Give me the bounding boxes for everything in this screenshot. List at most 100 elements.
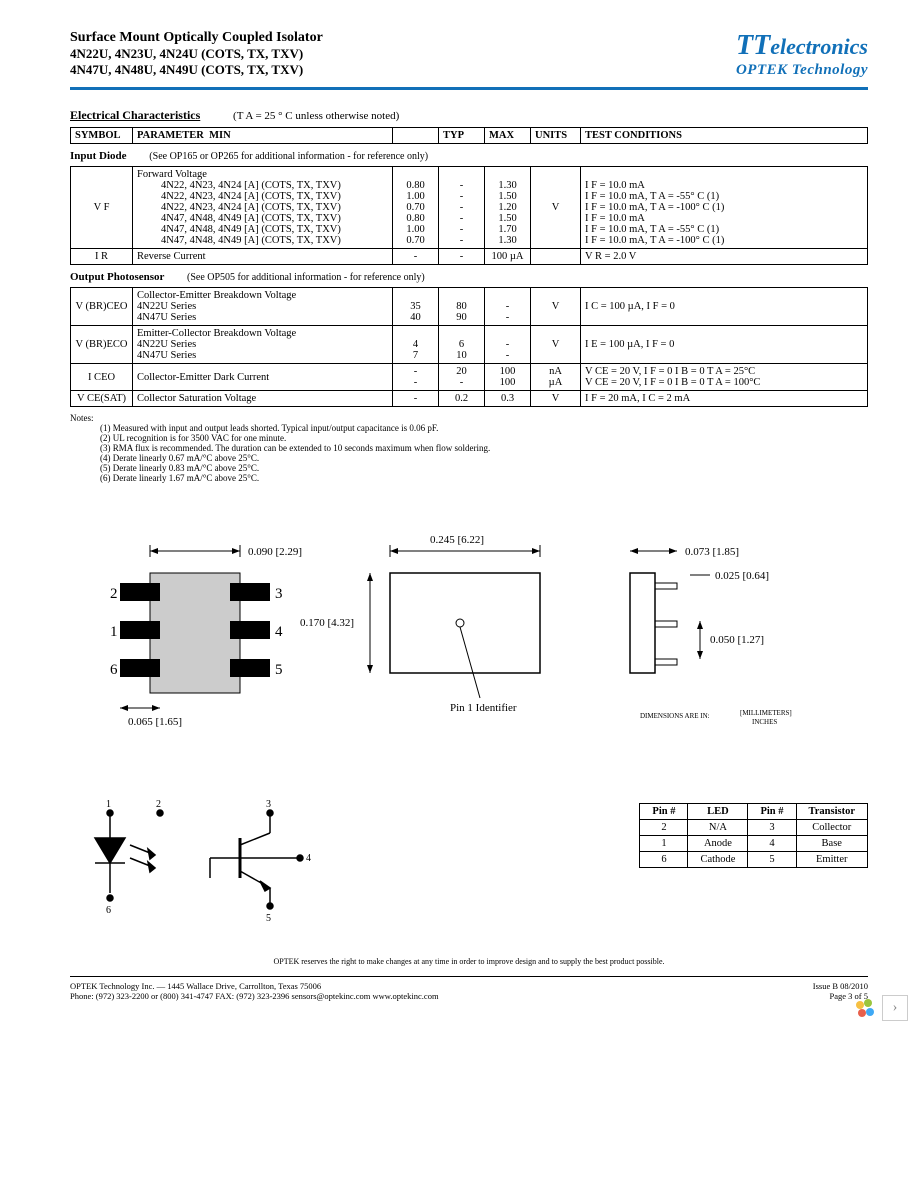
cell: - [489,301,526,312]
cell: Base [796,836,867,852]
input-diode-header: Input Diode (See OP165 or OP265 for addi… [70,150,868,162]
cell: V [531,326,581,364]
table-row: V (BR)ECO Emitter-Collector Breakdown Vo… [71,326,868,364]
vbreco-title: Emitter-Collector Breakdown Voltage [137,328,388,339]
cell: Emitter [796,852,867,868]
min-0: 0.80 [397,180,434,191]
cond-3: I F = 10.0 mA [585,213,863,224]
cond-1: I F = 10.0 mA, T A = -55° C (1) [585,191,863,202]
max-4: 1.70 [489,224,526,235]
vf-row-4: 4N47, 4N48, 4N49 [A] (COTS, TX, TXV) [137,224,388,235]
cond-4: I F = 10.0 mA, T A = -55° C (1) [585,224,863,235]
sch-pin-5: 5 [266,913,271,924]
spec-header-table: SYMBOL PARAMETER MIN TYP MAX UNITS TEST … [70,127,868,144]
cell: 3 [748,820,796,836]
input-diode-note: (See OP165 or OP265 for additional infor… [149,151,428,162]
vf-row-1: 4N22, 4N23, 4N24 [A] (COTS, TX, TXV) [137,191,388,202]
output-title: Output Photosensor [70,271,164,283]
dim-d3: 0.245 [6.22] [430,534,484,546]
cell: - [393,391,439,407]
typ-2: - [443,202,480,213]
dim-note-val-2: INCHES [752,718,777,726]
ir-param: Reverse Current [133,249,393,265]
title-sub2: 4N47U, 4N48U, 4N49U (COTS, TX, TXV) [70,62,323,78]
typ-3: - [443,213,480,224]
pin-6: 6 [110,662,118,678]
cell: 0.2 [439,391,485,407]
footer-left-1: OPTEK Technology Inc. — 1445 Wallace Dri… [70,981,439,991]
ir-units [531,249,581,265]
hdr-test: TEST CONDITIONS [581,128,868,144]
cell: 40 [397,312,434,323]
page-header: Surface Mount Optically Coupled Isolator… [70,30,868,79]
logo-tt-electronics: TTelectronics [736,30,868,62]
table-row: Pin # LED Pin # Transistor [640,804,868,820]
cell: µA [535,377,576,388]
cell: V CE = 20 V, I F = 0 I B = 0 T A = 100°C [585,377,863,388]
pin-2: 2 [110,586,118,602]
cell: Cathode [688,852,748,868]
max-5: 1.30 [489,235,526,246]
min-3: 0.80 [397,213,434,224]
dim-d7: 0.050 [1.27] [710,634,764,646]
notes-title: Notes: [70,413,868,423]
table-row: 6 Cathode 5 Emitter [640,852,868,868]
note-5: (5) Derate linearly 0.83 mA/°C above 25°… [100,463,868,473]
ir-max: 100 µA [485,249,531,265]
logo-optek: OPTEK Technology [736,62,868,79]
dim-d4: 0.170 [4.32] [300,617,354,629]
min-5: 0.70 [397,235,434,246]
footer-left: OPTEK Technology Inc. — 1445 Wallace Dri… [70,981,439,1001]
package-diagrams: 0.090 [2.29] 2 1 6 3 4 5 0.065 [1.65] 0.… [70,513,868,773]
cell: Collector [796,820,867,836]
schematic-diagram: 1 2 6 3 5 4 [70,793,350,933]
vf-row-0: 4N22, 4N23, 4N24 [A] (COTS, TX, TXV) [137,180,388,191]
note-2: (2) UL recognition is for 3500 VAC for o… [100,433,868,443]
hdr-units: UNITS [531,128,581,144]
pin1-label: Pin 1 Identifier [450,702,517,714]
next-page-button[interactable]: › [882,995,908,1021]
pt-h1: Pin # [640,804,688,820]
elec-note: (T A = 25 ° C unless otherwise noted) [233,110,399,122]
pt-h3: Pin # [748,804,796,820]
cell: 6 [443,339,480,350]
pt-h2: LED [688,804,748,820]
ir-cond: V R = 2.0 V [581,249,868,265]
viewer-logo-icon [852,995,878,1021]
sch-pin-1: 1 [106,799,111,810]
hdr-symbol: SYMBOL [75,130,121,141]
note-6: (6) Derate linearly 1.67 mA/°C above 25°… [100,473,868,483]
cell: 7 [397,350,434,361]
typ-5: - [443,235,480,246]
table-row: V F Forward Voltage 4N22, 4N23, 4N24 [A]… [71,167,868,249]
cell: - [397,366,434,377]
cell: Anode [688,836,748,852]
cell: 4 [397,339,434,350]
vbreco-sym: V (BR)ECO [71,326,133,364]
dim-d5: 0.073 [1.85] [685,546,739,558]
title-sub1: 4N22U, 4N23U, 4N24U (COTS, TX, TXV) [70,46,323,62]
max-3: 1.50 [489,213,526,224]
dim-note-label: DIMENSIONS ARE IN: [640,712,710,720]
cell: N/A [688,820,748,836]
hdr-max: MAX [485,128,531,144]
dim-note-val-1: [MILLIMETERS] [740,709,792,717]
sch-pin-3: 3 [266,799,271,810]
vf-row-5: 4N47, 4N48, 4N49 [A] (COTS, TX, TXV) [137,235,388,246]
cell: - [489,339,526,350]
header-title-block: Surface Mount Optically Coupled Isolator… [70,30,323,78]
cell: 100 [489,366,526,377]
header-rule [70,87,868,90]
footer-left-2: Phone: (972) 323-2200 or (800) 341-4747 … [70,991,439,1001]
elec-section-header: Electrical Characteristics (T A = 25 ° C… [70,108,868,123]
pin-table-wrapper: Pin # LED Pin # Transistor 2 N/A 3 Colle… [639,793,868,868]
cell: - [397,377,434,388]
vf-row-3: 4N47, 4N48, 4N49 [A] (COTS, TX, TXV) [137,213,388,224]
vbrceo-sym: V (BR)CEO [71,288,133,326]
table-row: 1 Anode 4 Base [640,836,868,852]
cell: I E = 100 µA, I F = 0 [581,326,868,364]
package-drawing-svg: 0.090 [2.29] 2 1 6 3 4 5 0.065 [1.65] 0.… [70,513,870,773]
max-2: 1.20 [489,202,526,213]
typ-1: - [443,191,480,202]
typ-0: - [443,180,480,191]
